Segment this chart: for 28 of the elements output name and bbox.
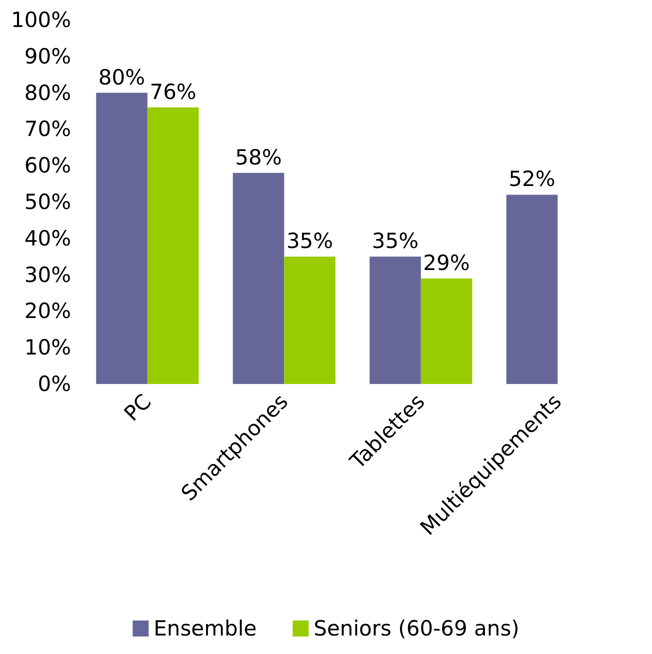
data-label: 35% <box>372 229 419 254</box>
bar <box>506 194 558 384</box>
y-tick-label: 0% <box>38 372 72 396</box>
bar <box>147 107 199 384</box>
y-tick-label: 30% <box>24 262 72 287</box>
data-label: 29% <box>423 250 470 275</box>
y-tick-label: 20% <box>24 299 72 324</box>
bar <box>284 256 336 384</box>
x-tick-label: PC <box>120 390 156 426</box>
y-tick-label: 40% <box>24 226 72 250</box>
y-tick-label: 60% <box>24 154 72 178</box>
y-tick-label: 80% <box>24 80 72 105</box>
data-label: 52% <box>508 167 556 192</box>
bar <box>370 256 421 384</box>
data-label: 35% <box>286 229 334 254</box>
bar <box>96 92 148 384</box>
y-tick-label: 10% <box>24 336 72 360</box>
bar <box>232 172 284 384</box>
data-label: 58% <box>235 145 282 170</box>
y-tick-label: 90% <box>24 44 72 68</box>
y-tick-label: 70% <box>24 117 72 142</box>
legend-label: Seniors (60-69 ans) <box>314 616 520 640</box>
bar <box>420 278 472 384</box>
y-tick-label: 100% <box>10 8 72 32</box>
data-label: 76% <box>150 80 196 104</box>
y-tick-label: 50% <box>24 190 72 214</box>
legend-label: Ensemble <box>154 616 257 640</box>
data-label: 80% <box>98 65 146 90</box>
